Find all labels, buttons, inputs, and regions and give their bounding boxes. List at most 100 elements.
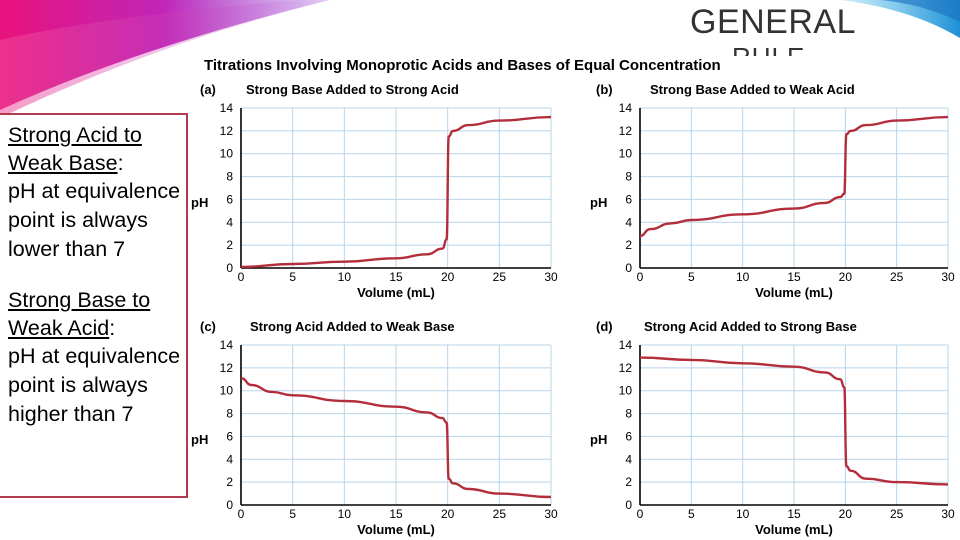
y-axis-label: pH [191, 432, 208, 447]
x-axis-label: Volume (mL) [755, 522, 833, 537]
y-tick-label: 0 [625, 498, 632, 512]
y-tick-label: 12 [619, 124, 633, 138]
chart-panel: (b) Strong Base Added to Weak Acid 0 2 4 6 8 10… [590, 82, 955, 300]
x-tick-label: 30 [544, 270, 558, 284]
chart-panel: (c) Strong Acid Added to Weak Base 0 2 4 6 8 10… [191, 319, 558, 537]
x-tick-label: 10 [736, 270, 750, 284]
titration-curve [240, 115, 552, 269]
chart-panels: (a) Strong Base Added to Strong Acid 0 2 4 6 8… [191, 82, 955, 537]
x-tick-label: 5 [688, 507, 695, 521]
x-tick-label: 15 [787, 270, 801, 284]
x-tick-label: 30 [544, 507, 558, 521]
x-tick-label: 10 [736, 507, 750, 521]
y-tick-label: 6 [226, 192, 233, 206]
rule-colon: : [117, 151, 124, 175]
y-tick-label: 2 [625, 475, 632, 489]
y-tick-label: 0 [226, 498, 233, 512]
y-axis-label: pH [590, 195, 607, 210]
slide-title: GENERAL [690, 3, 856, 41]
x-tick-label: 25 [890, 270, 904, 284]
x-tick-label: 30 [941, 507, 955, 521]
y-tick-label: 10 [220, 384, 234, 398]
x-tick-label: 25 [890, 507, 904, 521]
panel-title: Strong Base Added to Weak Acid [650, 82, 855, 97]
x-tick-label: 20 [839, 507, 853, 521]
x-tick-label: 25 [493, 507, 507, 521]
y-tick-label: 4 [226, 215, 233, 229]
x-tick-label: 5 [688, 270, 695, 284]
x-tick-label: 15 [787, 507, 801, 521]
y-tick-label: 8 [226, 407, 233, 421]
y-axis-label: pH [590, 432, 607, 447]
titration-figure: Titrations Involving Monoprotic Acids an… [191, 57, 955, 537]
rule-heading: Strong Acid to Weak Base [8, 123, 142, 175]
rule-block: Strong Acid to Weak Base: pH at equivale… [8, 121, 182, 264]
y-tick-label: 8 [625, 407, 632, 421]
x-tick-label: 15 [389, 270, 403, 284]
decorative-swoosh-left [0, 0, 330, 118]
y-tick-label: 8 [625, 170, 632, 184]
titration-curve [639, 356, 949, 486]
x-tick-label: 5 [289, 507, 296, 521]
x-tick-label: 15 [389, 507, 403, 521]
x-tick-label: 0 [637, 507, 644, 521]
figure-title: Titrations Involving Monoprotic Acids an… [204, 57, 721, 74]
panel-label: (d) [596, 319, 613, 334]
x-tick-label: 20 [441, 507, 455, 521]
chart-panel: (a) Strong Base Added to Strong Acid 0 2 4 6 8… [191, 82, 558, 300]
y-tick-label: 6 [625, 429, 632, 443]
titration-curve [240, 376, 552, 499]
y-tick-label: 14 [220, 338, 234, 352]
rule-text: pH at equivalence point is always lower … [8, 179, 181, 261]
y-tick-label: 2 [625, 238, 632, 252]
panel-title: Strong Acid Added to Weak Base [250, 319, 455, 334]
y-axis-label: pH [191, 195, 208, 210]
y-tick-label: 10 [220, 147, 234, 161]
y-tick-label: 10 [619, 147, 633, 161]
y-tick-label: 0 [226, 261, 233, 275]
panel-title: Strong Base Added to Strong Acid [246, 82, 459, 97]
y-tick-label: 6 [226, 429, 233, 443]
rule-text: pH at equivalence point is always higher… [8, 344, 181, 426]
x-tick-label: 5 [289, 270, 296, 284]
rule-heading: Strong Base to Weak Acid [8, 288, 151, 340]
y-tick-label: 6 [625, 192, 632, 206]
panel-label: (a) [200, 82, 216, 97]
y-tick-label: 4 [625, 215, 632, 229]
x-axis-label: Volume (mL) [357, 522, 435, 537]
x-tick-label: 20 [441, 270, 455, 284]
x-axis-label: Volume (mL) [357, 285, 435, 300]
y-tick-label: 12 [619, 361, 633, 375]
panel-title: Strong Acid Added to Strong Base [644, 319, 857, 334]
y-tick-label: 8 [226, 170, 233, 184]
y-tick-label: 12 [220, 361, 234, 375]
x-tick-label: 25 [493, 270, 507, 284]
decorative-swoosh-right [840, 0, 960, 38]
y-tick-label: 2 [226, 238, 233, 252]
slide-title-overflow: RULE [690, 42, 880, 56]
y-tick-label: 4 [625, 452, 632, 466]
slide-title-overflow-text: RULE [732, 42, 880, 56]
x-tick-label: 0 [238, 507, 245, 521]
x-tick-label: 20 [839, 270, 853, 284]
panel-label: (c) [200, 319, 216, 334]
rule-box: Strong Acid to Weak Base: pH at equivale… [0, 113, 188, 498]
y-tick-label: 12 [220, 124, 234, 138]
x-tick-label: 0 [238, 270, 245, 284]
x-tick-label: 10 [338, 507, 352, 521]
panel-label: (b) [596, 82, 613, 97]
rule-colon: : [109, 316, 116, 340]
chart-panel: (d) Strong Acid Added to Strong Base 0 2 4 6 8… [590, 319, 955, 537]
rule-block: Strong Base to Weak Acid: pH at equivale… [8, 286, 182, 429]
y-tick-label: 2 [226, 475, 233, 489]
y-tick-label: 4 [226, 452, 233, 466]
x-tick-label: 30 [941, 270, 955, 284]
y-tick-label: 10 [619, 384, 633, 398]
x-tick-label: 0 [637, 270, 644, 284]
y-tick-label: 0 [625, 261, 632, 275]
x-axis-label: Volume (mL) [755, 285, 833, 300]
titration-curve [639, 115, 949, 238]
y-tick-label: 14 [619, 101, 633, 115]
x-tick-label: 10 [338, 270, 352, 284]
y-tick-label: 14 [220, 101, 234, 115]
